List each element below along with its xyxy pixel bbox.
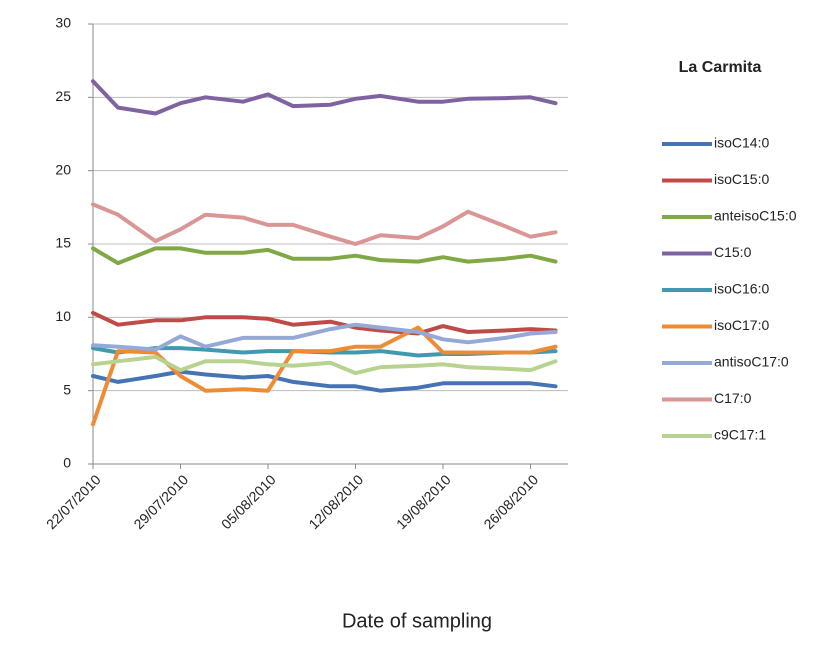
- x-tick-label: 26/08/2010: [480, 471, 541, 532]
- legend-label: isoC17:0: [714, 317, 769, 333]
- data-line: [91, 246, 558, 266]
- x-tick-label: 22/07/2010: [43, 471, 104, 532]
- data-line: [91, 369, 558, 393]
- x-tick-label: 29/07/2010: [130, 471, 191, 532]
- y-tick-label: 15: [55, 235, 71, 251]
- legend-label: C15:0: [714, 244, 752, 260]
- legend-title: La Carmita: [679, 59, 762, 76]
- legend-label: C17:0: [714, 390, 752, 406]
- y-tick-label: 25: [55, 88, 71, 104]
- x-tick-label: 12/08/2010: [305, 471, 366, 532]
- y-tick-label: 30: [55, 15, 71, 31]
- y-tick-label: 20: [55, 161, 71, 177]
- legend-label: anteisoC15:0: [714, 208, 797, 224]
- data-line: [91, 354, 558, 376]
- data-line: [91, 322, 558, 352]
- legend-label: antisoC17:0: [714, 354, 789, 370]
- y-tick-label: 10: [55, 308, 71, 324]
- y-tick-label: 0: [63, 455, 71, 471]
- legend-label: isoC14:0: [714, 135, 769, 151]
- y-tick-label: 5: [63, 381, 71, 397]
- data-line: [91, 202, 558, 246]
- data-line: [91, 310, 558, 336]
- x-tick-label: 05/08/2010: [218, 471, 279, 532]
- x-tick-label: 19/08/2010: [393, 471, 454, 532]
- legend-label: isoC15:0: [714, 171, 769, 187]
- x-axis-title: Date of sampling: [342, 610, 492, 632]
- legend-label: c9C17:1: [714, 427, 766, 443]
- data-line: [91, 325, 558, 427]
- data-line: [91, 79, 558, 116]
- legend-label: isoC16:0: [714, 281, 769, 297]
